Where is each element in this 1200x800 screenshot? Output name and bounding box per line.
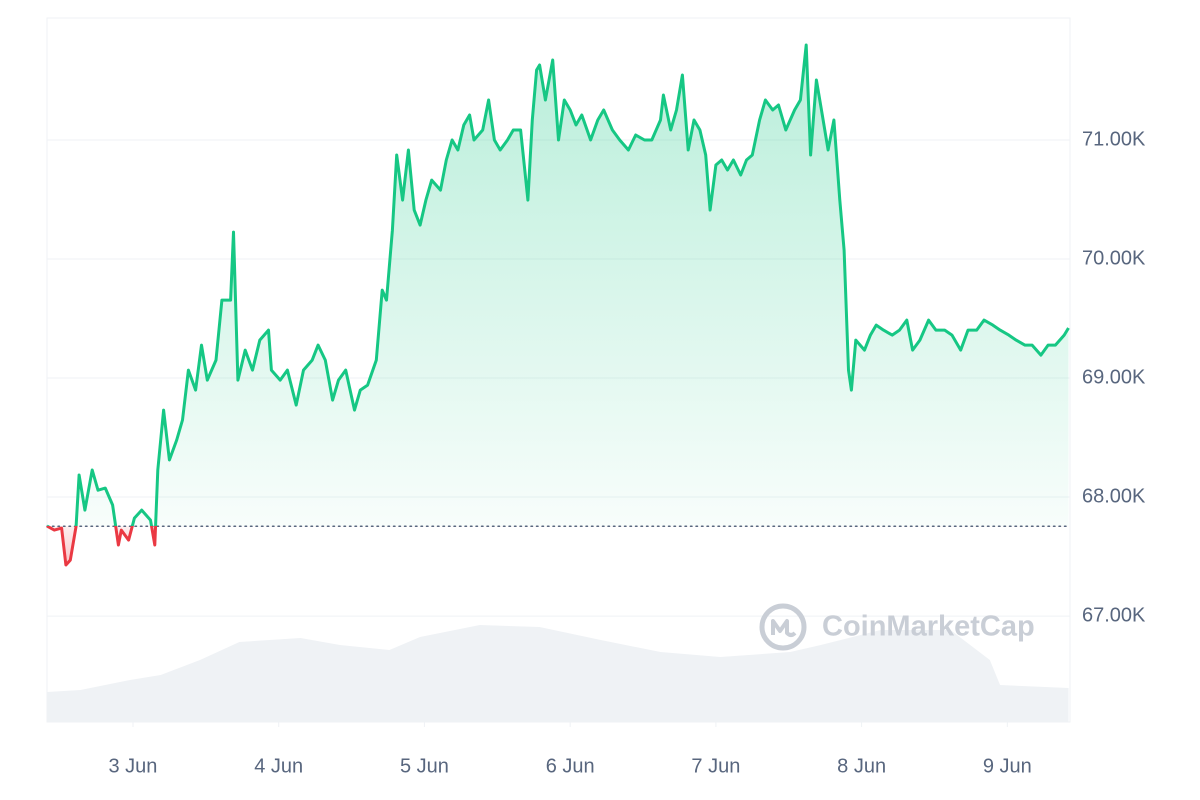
x-tick-label: 3 Jun xyxy=(109,755,158,777)
x-tick-label: 4 Jun xyxy=(254,755,303,777)
price-line xyxy=(46,43,1070,567)
watermark: CoinMarketCap xyxy=(822,611,1035,643)
x-tick-label: 6 Jun xyxy=(546,755,595,777)
x-tick-label: 7 Jun xyxy=(691,755,740,777)
x-tick-label: 5 Jun xyxy=(400,755,449,777)
watermark-logo xyxy=(759,603,807,651)
volume-area xyxy=(47,625,1069,722)
x-tick-label: 8 Jun xyxy=(837,755,886,777)
y-tick-label: 69.00K xyxy=(1082,366,1146,388)
y-tick-label: 68.00K xyxy=(1082,485,1146,507)
price-area xyxy=(47,45,1069,565)
y-tick-label: 67.00K xyxy=(1082,604,1146,626)
x-tick-label: 9 Jun xyxy=(983,755,1032,777)
y-tick-label: 70.00K xyxy=(1082,247,1146,269)
y-tick-label: 71.00K xyxy=(1082,128,1146,150)
